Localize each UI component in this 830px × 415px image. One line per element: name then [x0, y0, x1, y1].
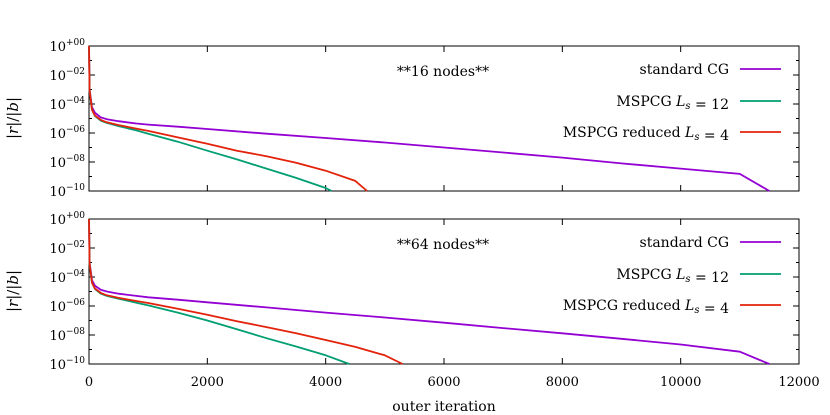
- x-tick-label: 10000: [660, 375, 701, 390]
- x-tick-label: 2000: [191, 375, 224, 390]
- series-lines: [88, 45, 770, 192]
- series-line: [88, 45, 368, 192]
- series-line: [88, 45, 770, 192]
- x-axis-title: outer iteration: [392, 399, 495, 415]
- y-tick-label: 10−04: [49, 96, 85, 113]
- x-tick-label: 8000: [546, 375, 579, 390]
- y-tick-label: 10−08: [49, 154, 85, 171]
- legend: standard CG MSPCG Ls = 12 MSPCG reduced Ls…: [563, 62, 781, 144]
- legend-label: standard CG: [640, 235, 729, 251]
- y-axis-label-top: |r|/|b|: [4, 97, 22, 139]
- legend-label: MSPCG Ls = 12: [616, 94, 729, 113]
- y-axis-label-bottom: |r|/|b|: [4, 270, 22, 312]
- svg-text:|r|/|b|: |r|/|b|: [4, 97, 22, 139]
- series-line: [88, 218, 350, 365]
- series-lines: [88, 218, 770, 365]
- y-ticks: 10+00 10−02 10−04 10−06 10−08 10−10: [49, 211, 799, 373]
- series-line: [88, 218, 770, 365]
- panel-annotation: **64 nodes**: [397, 237, 489, 253]
- legend: standard CG MSPCG Ls = 12 MSPCG reduced Ls…: [563, 235, 781, 317]
- panel-16-nodes: 10+00 10−02 10−04 10−06 10−08 10−10 **16 node…: [49, 38, 800, 200]
- y-tick-label: 10−02: [49, 240, 85, 257]
- y-tick-label: 10−06: [49, 125, 85, 142]
- legend-label: MSPCG reduced Ls = 4: [563, 298, 729, 317]
- legend-label: MSPCG Ls = 12: [616, 267, 729, 286]
- x-tick-label: 6000: [427, 375, 460, 390]
- y-tick-label: 10−02: [49, 67, 85, 84]
- legend-label: standard CG: [640, 62, 729, 78]
- x-ticks: 0 2000 4000 6000 8000 10000 12000: [85, 219, 820, 390]
- x-tick-label: 0: [85, 375, 93, 390]
- y-tick-label: 10−06: [49, 298, 85, 315]
- y-tick-label: 10−08: [49, 327, 85, 344]
- svg-text:|r|/|b|: |r|/|b|: [4, 270, 22, 312]
- series-line: [88, 45, 333, 192]
- y-tick-label: 10−10: [49, 356, 85, 373]
- y-ticks: 10+00 10−02 10−04 10−06 10−08 10−10: [49, 38, 799, 200]
- panel-annotation: **16 nodes**: [397, 64, 489, 80]
- y-tick-label: 10+00: [49, 211, 85, 228]
- panel-64-nodes: 10+00 10−02 10−04 10−06 10−08 10−10 0 2000 4000…: [49, 211, 819, 390]
- series-line: [88, 218, 403, 365]
- legend-label: MSPCG reduced Ls = 4: [563, 125, 729, 144]
- y-tick-label: 10−10: [49, 183, 85, 200]
- x-tick-label: 4000: [309, 375, 342, 390]
- x-tick-label: 12000: [778, 375, 819, 390]
- y-tick-label: 10−04: [49, 269, 85, 286]
- y-tick-label: 10+00: [49, 38, 85, 55]
